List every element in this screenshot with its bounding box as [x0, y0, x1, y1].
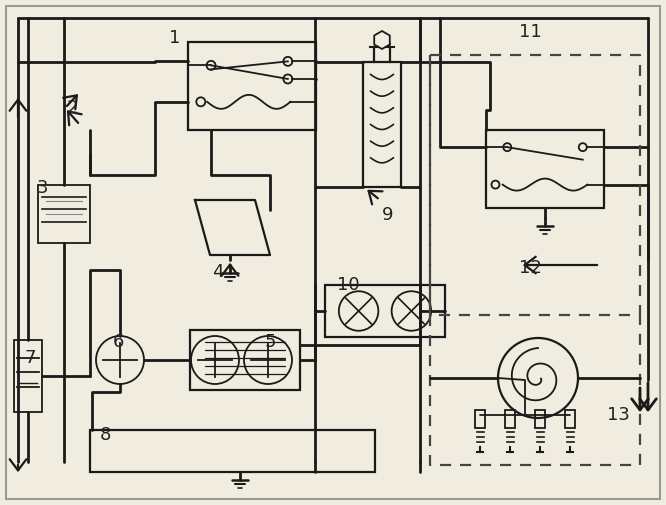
- Bar: [325, 285, 445, 337]
- Text: 12: 12: [519, 259, 541, 277]
- Text: 11: 11: [519, 23, 541, 41]
- Bar: [565, 410, 575, 428]
- Bar: [363, 62, 401, 187]
- Bar: [475, 410, 485, 428]
- Text: 9: 9: [382, 206, 394, 224]
- Text: 8: 8: [99, 426, 111, 444]
- Bar: [14, 340, 42, 412]
- Text: 2: 2: [66, 99, 78, 117]
- Text: 5: 5: [264, 333, 276, 351]
- Bar: [188, 42, 316, 130]
- Bar: [535, 410, 545, 428]
- Bar: [90, 430, 375, 472]
- Bar: [486, 130, 604, 208]
- Text: 7: 7: [24, 349, 36, 367]
- Bar: [38, 185, 90, 243]
- Bar: [190, 330, 300, 390]
- Text: 3: 3: [36, 179, 48, 197]
- Text: 4: 4: [212, 263, 224, 281]
- Text: 10: 10: [337, 276, 360, 294]
- Bar: [505, 410, 515, 428]
- Text: 13: 13: [607, 406, 629, 424]
- Text: 1: 1: [169, 29, 180, 47]
- Text: 6: 6: [113, 333, 124, 351]
